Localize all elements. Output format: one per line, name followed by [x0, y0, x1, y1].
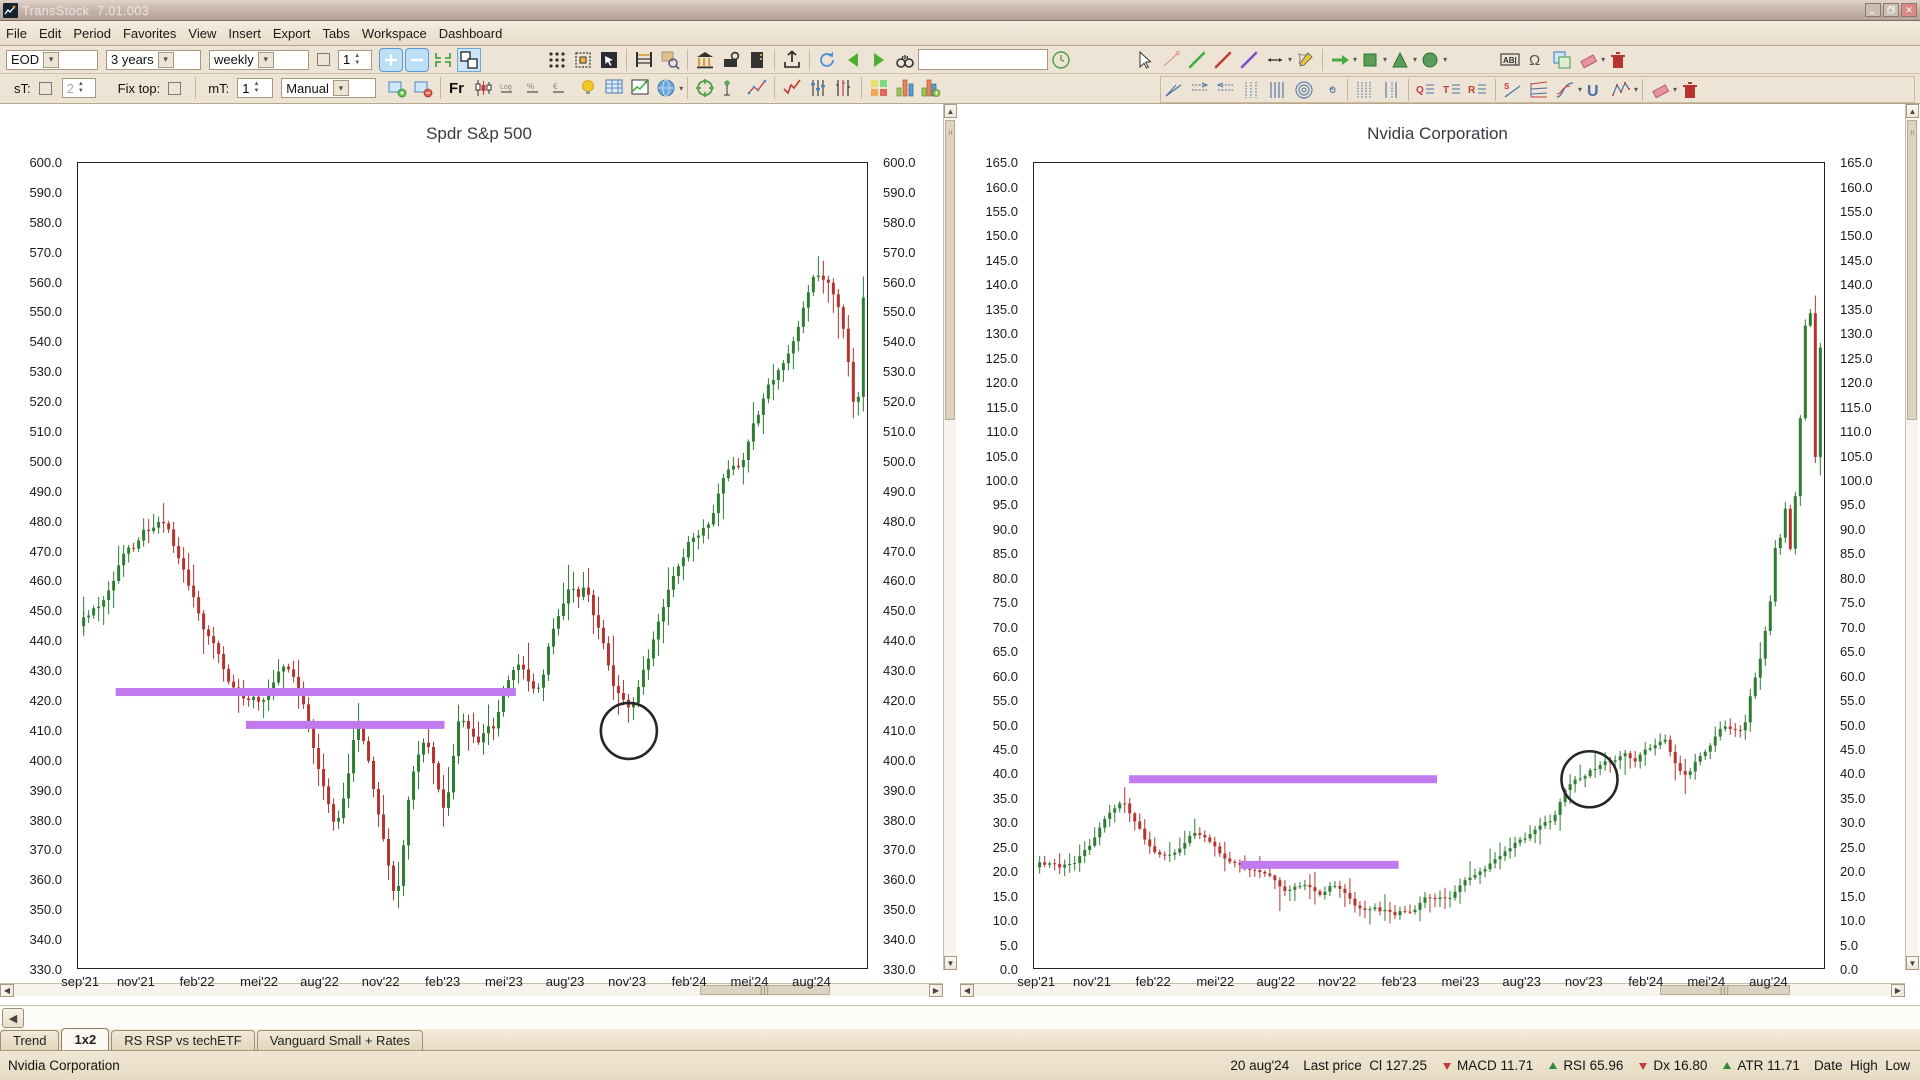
- svg-text:%: %: [527, 82, 534, 91]
- svg-text:R: R: [1468, 85, 1476, 96]
- svg-text:Q: Q: [1416, 85, 1424, 96]
- svg-text:€: €: [553, 82, 558, 91]
- svg-text:T: T: [1443, 85, 1449, 96]
- svg-text:Log: Log: [500, 84, 512, 91]
- svg-text:Fr: Fr: [449, 80, 464, 97]
- svg-text:Ω: Ω: [1529, 52, 1540, 69]
- svg-text:AB|: AB|: [1503, 56, 1517, 65]
- svg-text:U: U: [1587, 83, 1599, 100]
- svg-text:S: S: [1504, 82, 1510, 91]
